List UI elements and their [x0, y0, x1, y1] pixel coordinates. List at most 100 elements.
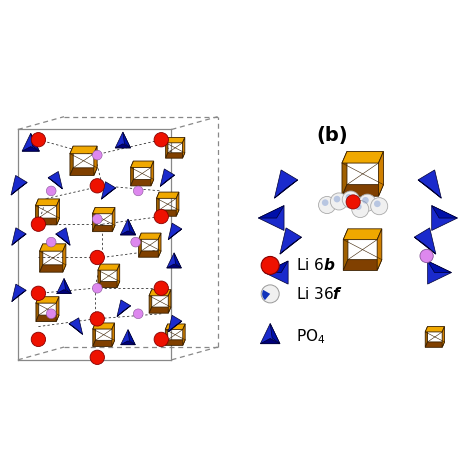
Circle shape: [362, 197, 369, 204]
Polygon shape: [117, 300, 131, 317]
Circle shape: [133, 186, 143, 196]
Circle shape: [154, 332, 168, 346]
Polygon shape: [98, 264, 100, 288]
Polygon shape: [12, 228, 26, 245]
Polygon shape: [40, 244, 66, 251]
Polygon shape: [280, 237, 301, 254]
Polygon shape: [22, 146, 39, 151]
Polygon shape: [160, 175, 174, 186]
Circle shape: [90, 250, 104, 264]
Polygon shape: [165, 324, 185, 329]
Polygon shape: [168, 229, 182, 240]
Polygon shape: [101, 182, 116, 199]
Circle shape: [359, 194, 376, 211]
Polygon shape: [156, 192, 179, 198]
Polygon shape: [138, 233, 161, 239]
Polygon shape: [165, 137, 168, 158]
Polygon shape: [36, 199, 38, 225]
Polygon shape: [258, 206, 284, 230]
Polygon shape: [182, 137, 185, 158]
Circle shape: [92, 283, 102, 293]
Polygon shape: [176, 192, 179, 216]
Circle shape: [346, 194, 352, 201]
Polygon shape: [69, 324, 82, 334]
Circle shape: [154, 210, 168, 224]
Polygon shape: [22, 133, 39, 151]
Polygon shape: [70, 146, 97, 154]
Circle shape: [342, 191, 359, 208]
Polygon shape: [112, 323, 115, 346]
Circle shape: [31, 133, 46, 147]
Polygon shape: [165, 137, 185, 143]
Polygon shape: [165, 153, 185, 158]
Polygon shape: [92, 208, 95, 232]
Circle shape: [319, 197, 336, 213]
Polygon shape: [56, 228, 70, 245]
Polygon shape: [428, 261, 451, 284]
Polygon shape: [131, 161, 154, 167]
Polygon shape: [260, 338, 280, 344]
Polygon shape: [156, 210, 179, 216]
Polygon shape: [120, 219, 136, 235]
Polygon shape: [343, 229, 382, 240]
Polygon shape: [149, 290, 171, 296]
Polygon shape: [12, 284, 26, 301]
Polygon shape: [274, 170, 298, 198]
Polygon shape: [36, 218, 60, 225]
Circle shape: [261, 256, 279, 274]
Polygon shape: [48, 178, 63, 189]
Circle shape: [420, 249, 433, 263]
Polygon shape: [258, 206, 284, 218]
Polygon shape: [377, 229, 382, 271]
Circle shape: [154, 133, 168, 147]
Polygon shape: [121, 329, 135, 345]
Polygon shape: [40, 265, 66, 272]
Polygon shape: [183, 324, 185, 346]
Polygon shape: [92, 208, 115, 214]
Circle shape: [46, 237, 56, 247]
Polygon shape: [36, 297, 39, 321]
Polygon shape: [57, 290, 71, 293]
Polygon shape: [48, 172, 63, 189]
Polygon shape: [69, 318, 82, 334]
Polygon shape: [418, 170, 441, 198]
Polygon shape: [260, 324, 280, 344]
Polygon shape: [40, 244, 43, 272]
Polygon shape: [11, 182, 27, 195]
Text: PO$_4$: PO$_4$: [296, 327, 326, 346]
Circle shape: [90, 179, 104, 193]
Text: Li 6$\bfit{b}$: Li 6$\bfit{b}$: [296, 257, 336, 273]
Polygon shape: [264, 261, 288, 284]
Polygon shape: [414, 237, 436, 254]
Polygon shape: [425, 327, 445, 332]
Circle shape: [330, 193, 347, 210]
Wedge shape: [262, 290, 270, 300]
Polygon shape: [264, 261, 288, 273]
Polygon shape: [115, 144, 130, 148]
Polygon shape: [432, 206, 457, 218]
Polygon shape: [117, 306, 131, 317]
Polygon shape: [12, 234, 26, 245]
Polygon shape: [93, 323, 95, 346]
Polygon shape: [425, 327, 428, 347]
Polygon shape: [342, 152, 383, 163]
Polygon shape: [131, 161, 133, 186]
Polygon shape: [112, 208, 115, 232]
Polygon shape: [120, 231, 136, 235]
Polygon shape: [117, 264, 120, 288]
Polygon shape: [101, 188, 116, 199]
Polygon shape: [98, 282, 120, 288]
Circle shape: [31, 332, 46, 346]
Polygon shape: [168, 321, 182, 332]
Circle shape: [261, 285, 279, 303]
Circle shape: [133, 309, 143, 319]
Circle shape: [46, 309, 56, 319]
Polygon shape: [36, 199, 60, 206]
Polygon shape: [70, 146, 73, 175]
Polygon shape: [343, 260, 382, 271]
Polygon shape: [149, 307, 171, 313]
Circle shape: [90, 350, 104, 365]
Polygon shape: [36, 297, 59, 303]
Polygon shape: [160, 169, 174, 186]
Polygon shape: [342, 185, 383, 196]
